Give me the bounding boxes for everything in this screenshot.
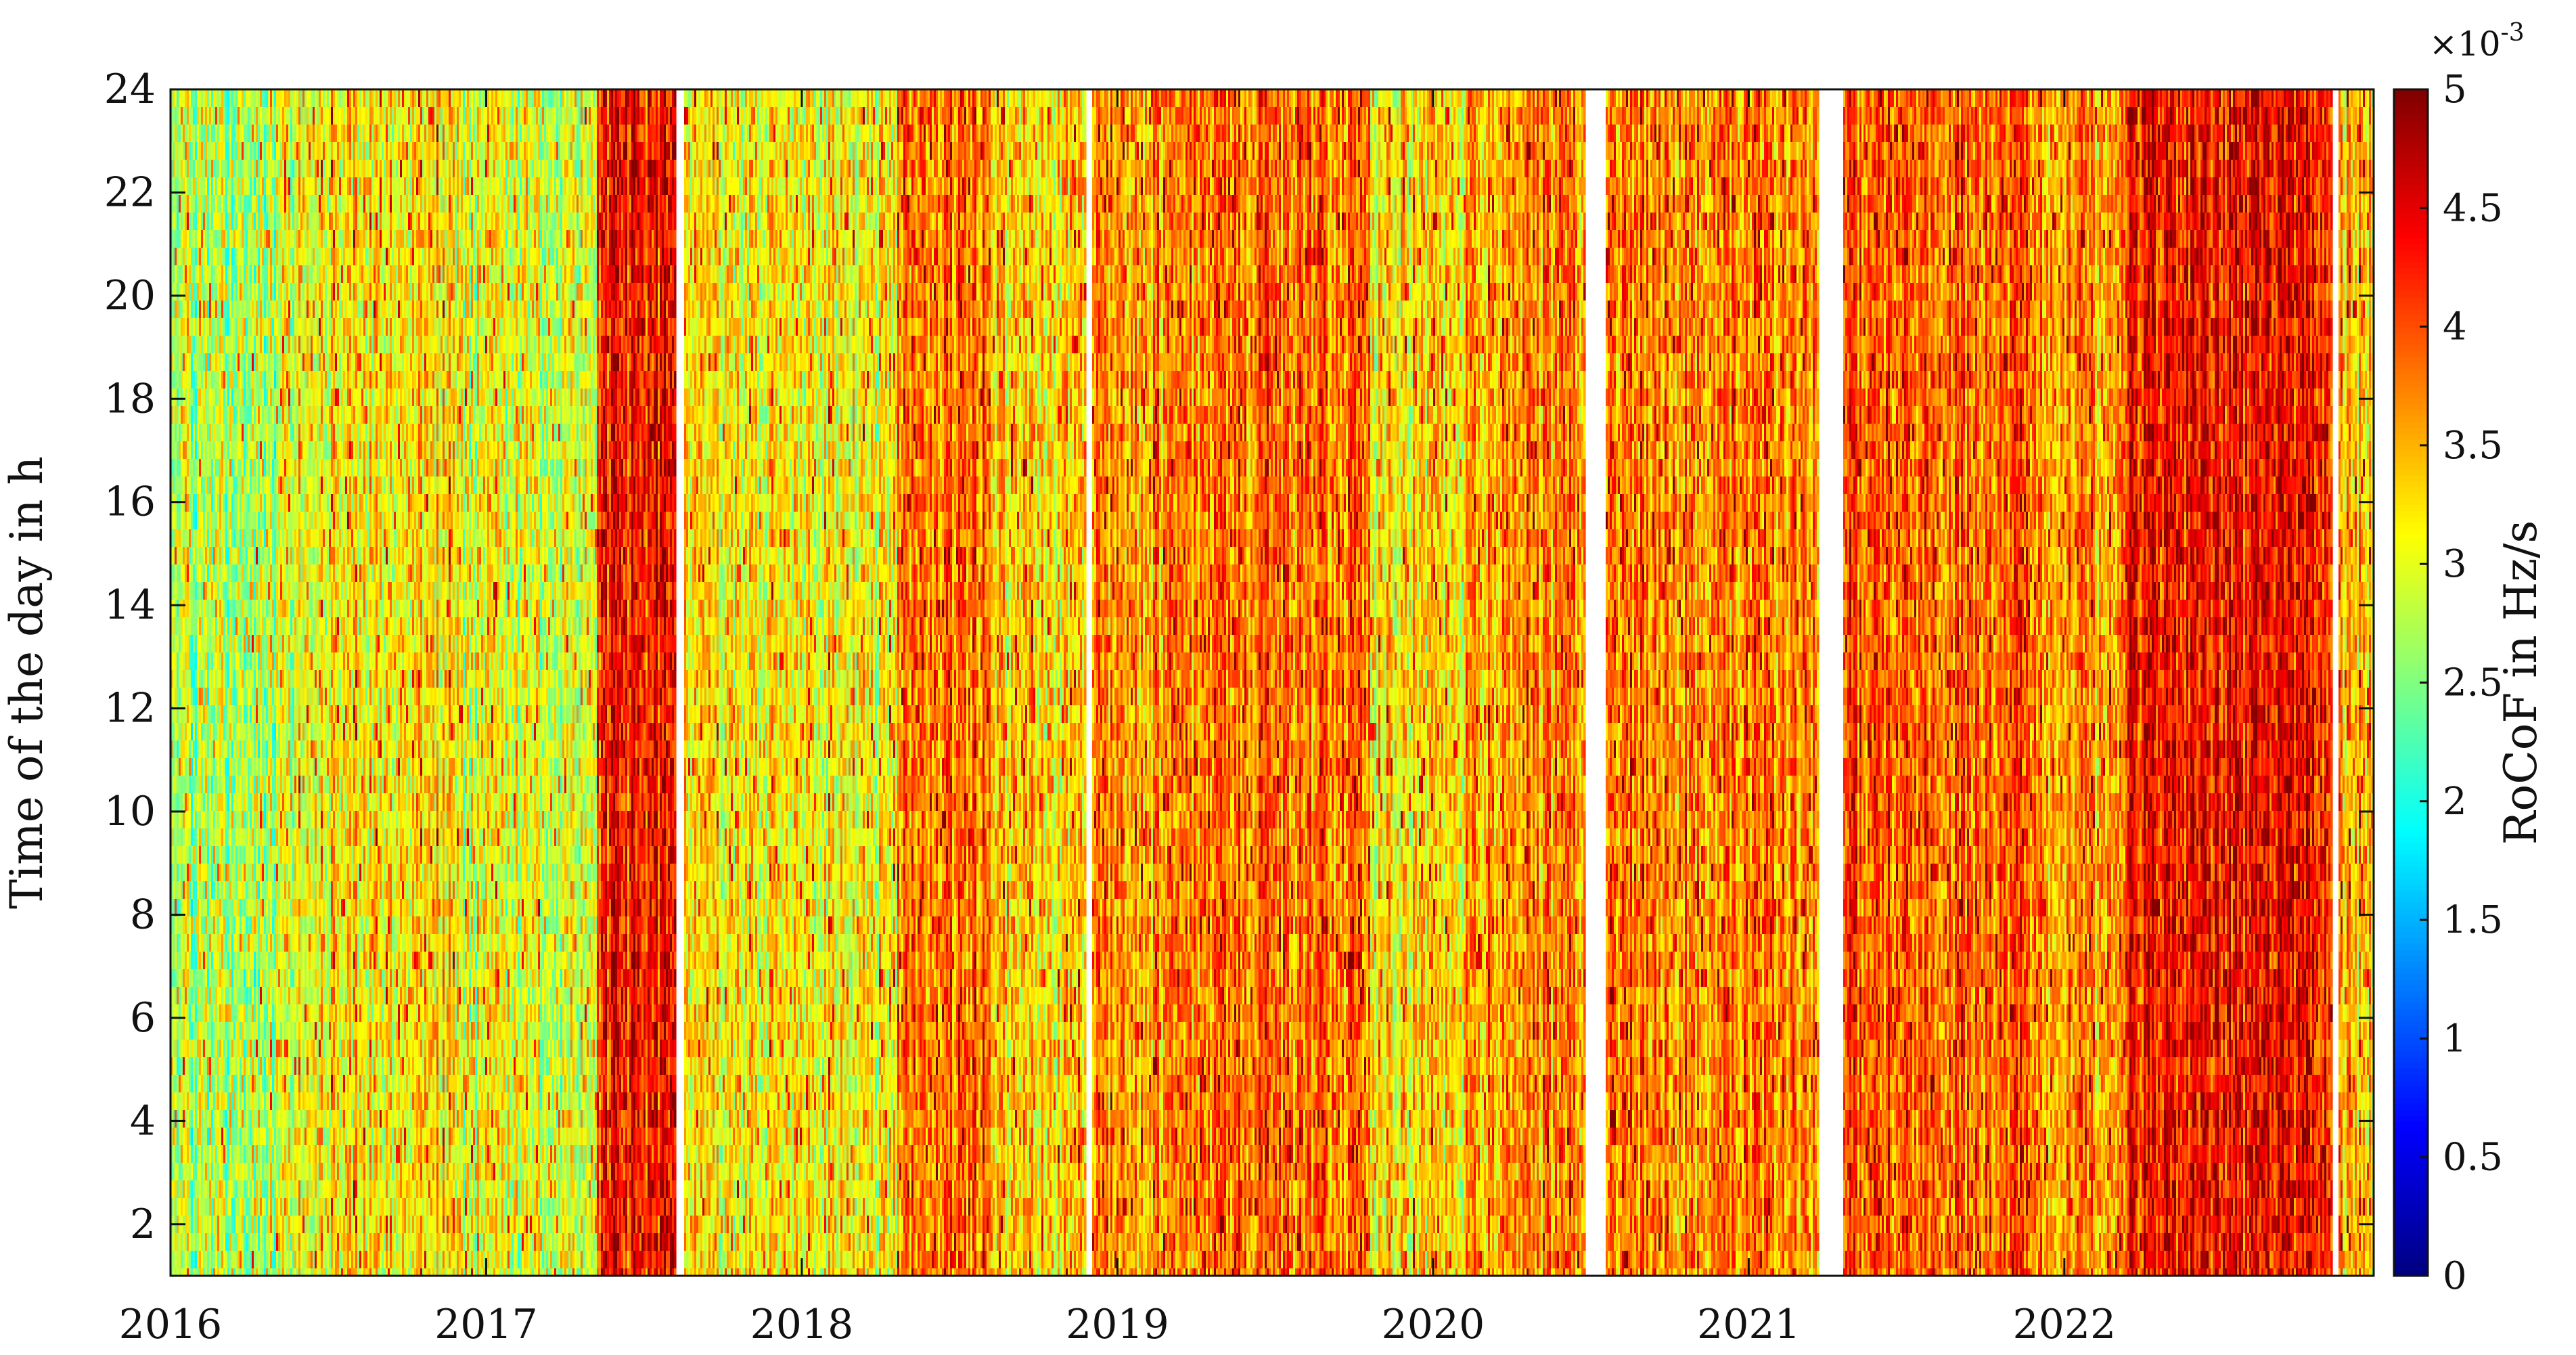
rocof-heatmap [171,89,2374,1276]
